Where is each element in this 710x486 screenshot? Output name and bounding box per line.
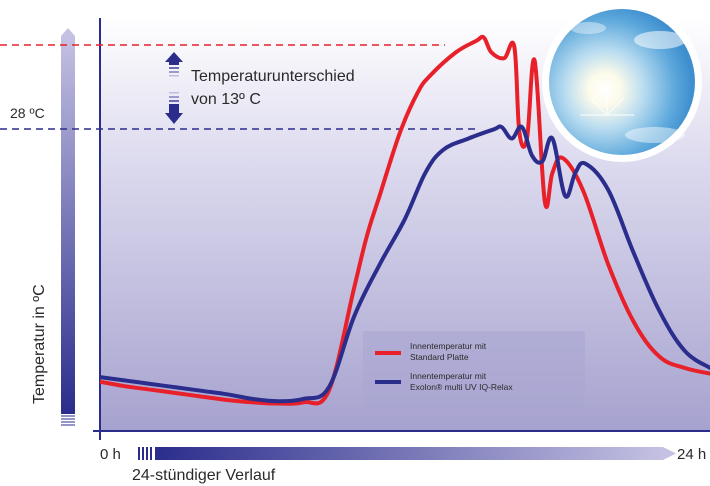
y-axis-bar xyxy=(61,28,75,426)
y-axis-label: Temperatur in ºC xyxy=(31,284,48,404)
y-reference-label: 28 ºC xyxy=(10,105,45,121)
up-arrow-icon xyxy=(165,52,183,62)
temperature-difference-annotation: Temperaturunterschied von 13º C xyxy=(165,52,355,124)
x-tick-label-end: 24 h xyxy=(677,446,706,463)
series-line-exolon xyxy=(100,124,710,404)
legend-label-exolon-line2: Exolon® multi UV IQ-Relax xyxy=(410,382,513,392)
x-axis-label: 24-stündiger Verlauf xyxy=(132,467,276,484)
legend: Innentemperatur mit Standard Platte Inne… xyxy=(363,331,585,411)
sun-icon xyxy=(542,2,702,162)
x-tick-label-start: 0 h xyxy=(100,446,121,463)
legend-label-standard-line2: Standard Platte xyxy=(410,352,469,362)
down-arrow-icon xyxy=(165,113,183,124)
legend-box xyxy=(363,331,585,411)
legend-label-exolon-line1: Innentemperatur mit xyxy=(410,371,487,381)
legend-label-standard-line1: Innentemperatur mit xyxy=(410,341,487,351)
x-axis-arrow xyxy=(138,447,676,460)
annotation-line-1: Temperaturunterschied xyxy=(191,68,355,85)
annotation-line-2: von 13º C xyxy=(191,91,261,108)
series-line-standard xyxy=(100,34,710,406)
